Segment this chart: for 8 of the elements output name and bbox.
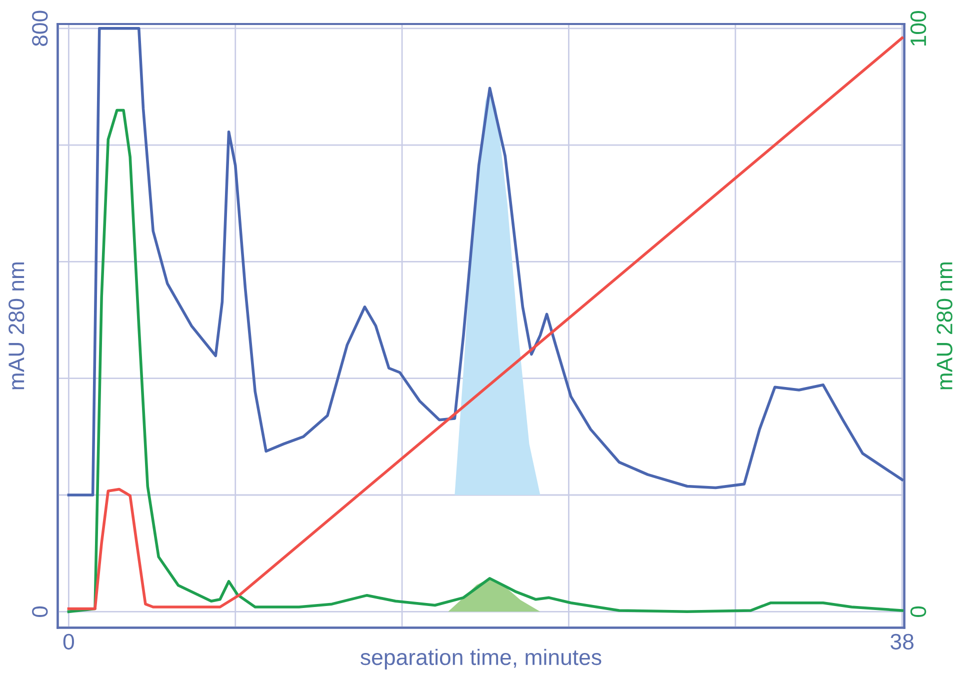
y2-tick-label: 0: [910, 606, 926, 617]
y-axis-title: mAU 280 nm: [8, 262, 24, 390]
x-axis-title: separation time, minutes: [360, 648, 602, 670]
y-tick-label: 800: [32, 10, 48, 46]
x-tick-label: 38: [890, 634, 914, 650]
y2-tick-label: 100: [910, 11, 926, 46]
y2-axis-title: mAU 280 nm: [936, 262, 952, 390]
line-series: [67, 26, 904, 496]
